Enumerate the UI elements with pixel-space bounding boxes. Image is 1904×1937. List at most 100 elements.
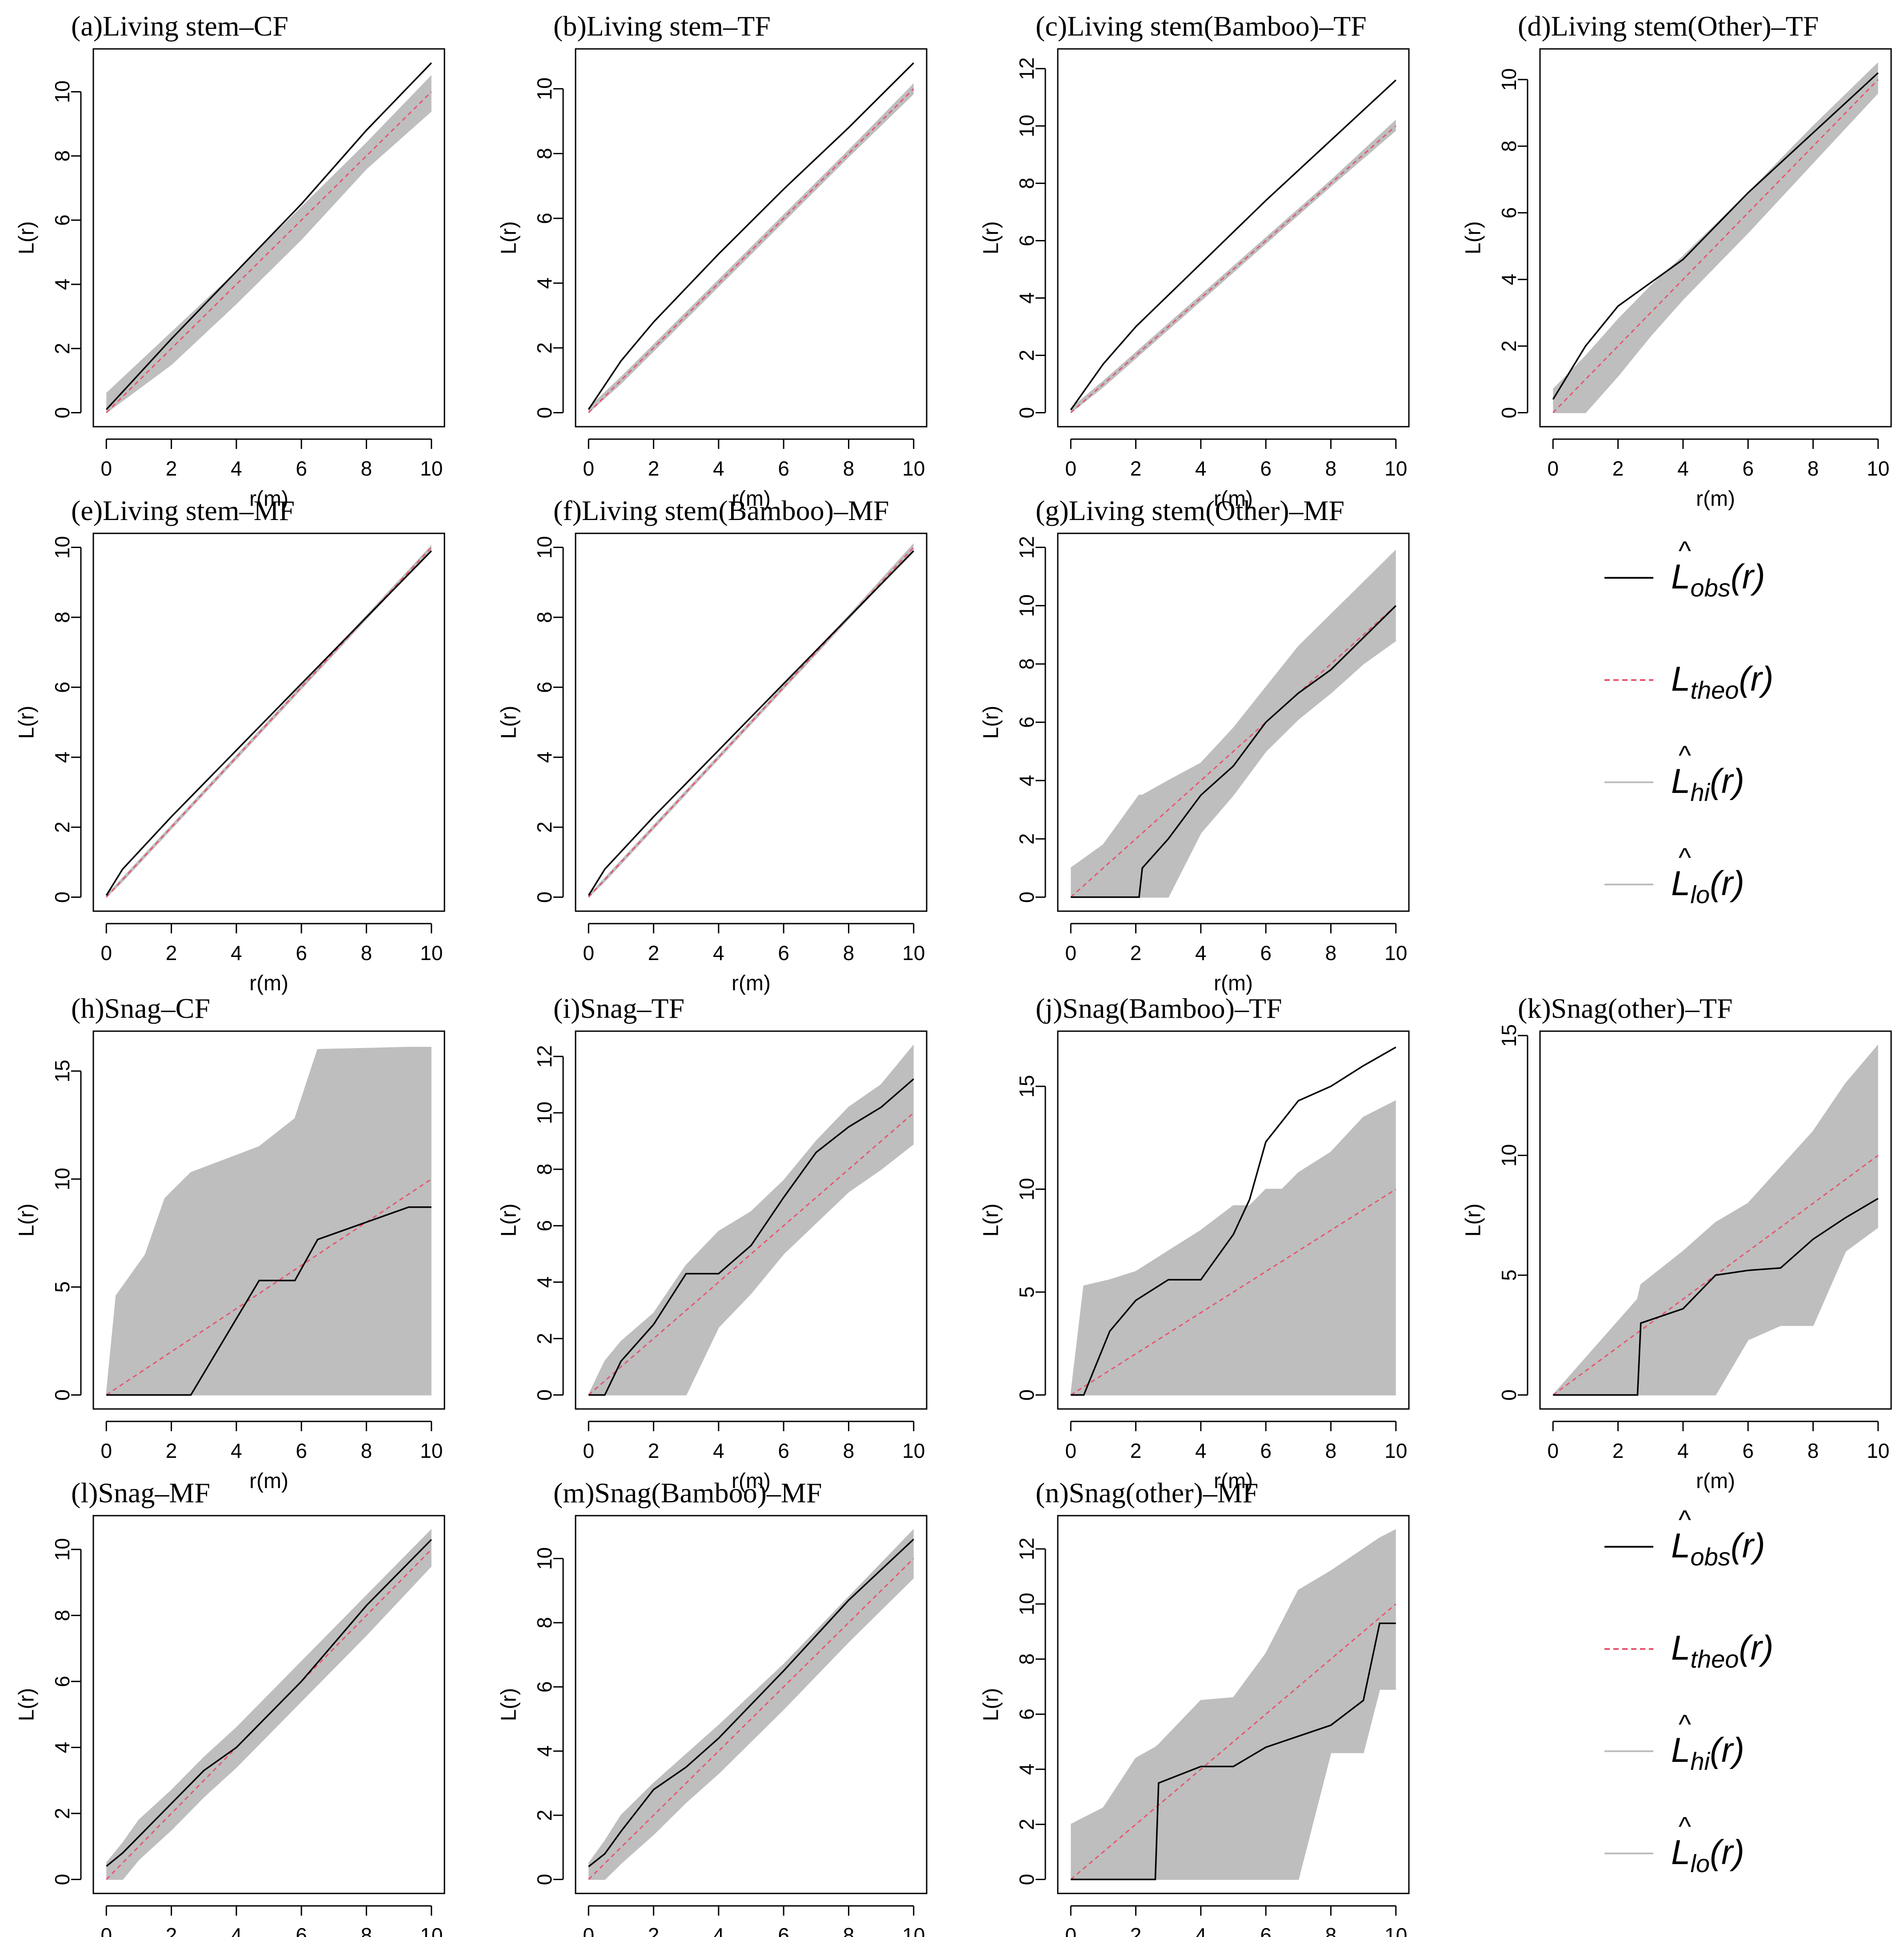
y-tick-label: 10 (533, 1547, 556, 1570)
y-tick-label: 0 (51, 892, 74, 903)
legend-hat: ^ (1678, 1812, 1691, 1841)
x-tick-label: 8 (1325, 457, 1337, 480)
plot-frame (92, 532, 445, 912)
x-tick-label: 10 (1384, 1439, 1407, 1462)
plot-frame (92, 48, 445, 428)
y-tick-label: 8 (51, 612, 74, 623)
y-tick-label: 6 (51, 681, 74, 693)
x-tick-label: 6 (296, 1439, 307, 1462)
y-tick-label: 0 (533, 1389, 556, 1401)
panel-f: 0 2 4 6 8 10 r(m) 0 2 4 6 8 10 L(r) (f)Living stem(Bam… (497, 495, 928, 995)
plot-frame (1539, 1030, 1892, 1410)
envelope-band (1553, 1045, 1878, 1395)
theoretical-line (588, 1558, 914, 1880)
plot-frame (1057, 1030, 1410, 1410)
x-tick-label: 6 (1742, 1439, 1754, 1462)
legend-label: Ltheo(r) (1671, 659, 1773, 704)
panel-b: 0 2 4 6 8 10 r(m) 0 2 4 6 8 10 L(r) (b)Living stem–TF (497, 10, 928, 511)
envelope-lo-line (106, 1565, 432, 1880)
legend-hat: ^ (1678, 740, 1691, 770)
y-tick-label: 6 (1015, 235, 1038, 247)
x-tick-label: 0 (100, 1924, 112, 1937)
y-tick-label: 5 (1015, 1286, 1038, 1298)
x-axis-label: r(m) (732, 972, 771, 995)
y-tick-label: 10 (51, 80, 74, 103)
envelope-hi-line (1070, 550, 1396, 868)
envelope-hi-line (1070, 1529, 1396, 1825)
panel-title: (g)Living stem(Other)–MF (1036, 495, 1344, 526)
x-tick-label: 10 (420, 941, 443, 964)
envelope-lo-line (588, 93, 914, 413)
y-tick-label: 6 (533, 1220, 556, 1232)
x-axis-label: r(m) (1696, 1469, 1735, 1493)
panel-title: (i)Snag–TF (553, 993, 684, 1024)
panel-title: (b)Living stem–TF (553, 10, 771, 42)
x-axis-label: r(m) (1214, 972, 1253, 995)
y-tick-label: 10 (533, 1101, 556, 1124)
y-tick-label: 0 (51, 407, 74, 419)
y-tick-label: 0 (1015, 407, 1038, 419)
envelope-hi-line (1070, 120, 1396, 409)
plot-frame (575, 48, 928, 428)
observed-line (1070, 79, 1396, 411)
x-axis-label: r(m) (1214, 487, 1253, 511)
x-tick-label: 4 (1677, 457, 1689, 480)
y-axis-label: L(r) (497, 706, 521, 739)
panel-d: 0 2 4 6 8 10 r(m) 0 2 4 6 8 10 L(r) (d)Living stem(Oth… (1462, 10, 1892, 511)
y-tick-label: 8 (533, 1617, 556, 1629)
envelope-band (106, 76, 432, 413)
observed-line (105, 550, 432, 896)
y-tick-label: 4 (533, 752, 556, 763)
y-tick-label: 2 (51, 343, 74, 354)
x-tick-label: 0 (1547, 457, 1559, 480)
x-tick-label: 2 (648, 1924, 660, 1937)
x-axis-label: r(m) (732, 487, 771, 511)
x-tick-label: 0 (583, 941, 594, 964)
envelope-band (1553, 63, 1878, 413)
y-tick-label: 2 (1497, 340, 1520, 352)
x-tick-label: 10 (1384, 457, 1407, 480)
y-tick-label: 12 (533, 1045, 556, 1068)
x-tick-label: 6 (1260, 1439, 1272, 1462)
envelope-hi-line (1070, 1100, 1396, 1395)
x-tick-label: 8 (361, 457, 372, 480)
y-tick-label: 2 (1015, 833, 1038, 845)
observed-line (1552, 72, 1879, 400)
observed-line (1071, 1046, 1396, 1396)
panel-title: (a)Living stem–CF (71, 10, 288, 42)
x-tick-label: 6 (778, 1439, 789, 1462)
y-axis-label: L(r) (980, 706, 1003, 739)
legend-label: Ltheo(r) (1671, 1628, 1773, 1673)
x-tick-label: 10 (1867, 1439, 1889, 1462)
plot-frame (92, 1030, 445, 1410)
y-tick-label: 0 (1015, 892, 1038, 903)
y-tick-label: 0 (51, 1389, 74, 1401)
x-tick-label: 0 (100, 1439, 112, 1462)
y-tick-label: 6 (533, 212, 556, 224)
y-tick-label: 2 (51, 821, 74, 833)
y-tick-label: 4 (1497, 274, 1520, 285)
y-axis-label: L(r) (15, 221, 39, 255)
legend-label: Llo(r) (1671, 864, 1744, 908)
panel-i: 0 2 4 6 8 10 r(m) 0 2 4 6 8 10 12 L(r) (i)Snag–TF (497, 993, 928, 1493)
x-tick-label: 0 (100, 941, 112, 964)
y-tick-label: 10 (1497, 68, 1520, 91)
plot-frame (575, 532, 928, 912)
panel-title: (h)Snag–CF (71, 993, 210, 1024)
envelope-band (1071, 1101, 1396, 1395)
x-tick-label: 10 (420, 457, 443, 480)
x-tick-label: 8 (1808, 457, 1819, 480)
y-tick-label: 0 (1015, 1389, 1038, 1401)
y-axis-label: L(r) (1462, 1204, 1485, 1237)
panel-title: (d)Living stem(Other)–TF (1518, 10, 1819, 42)
envelope-band (1071, 1529, 1396, 1880)
plot-frame (575, 1030, 928, 1410)
x-tick-label: 2 (1612, 457, 1624, 480)
envelope-lo-line (588, 548, 914, 898)
y-tick-label: 0 (1497, 1389, 1520, 1401)
x-tick-label: 8 (1325, 1439, 1337, 1462)
x-tick-label: 8 (361, 1924, 372, 1937)
x-tick-label: 4 (713, 1439, 724, 1462)
plot-frame (92, 1515, 445, 1894)
y-axis-label: L(r) (497, 1688, 521, 1721)
